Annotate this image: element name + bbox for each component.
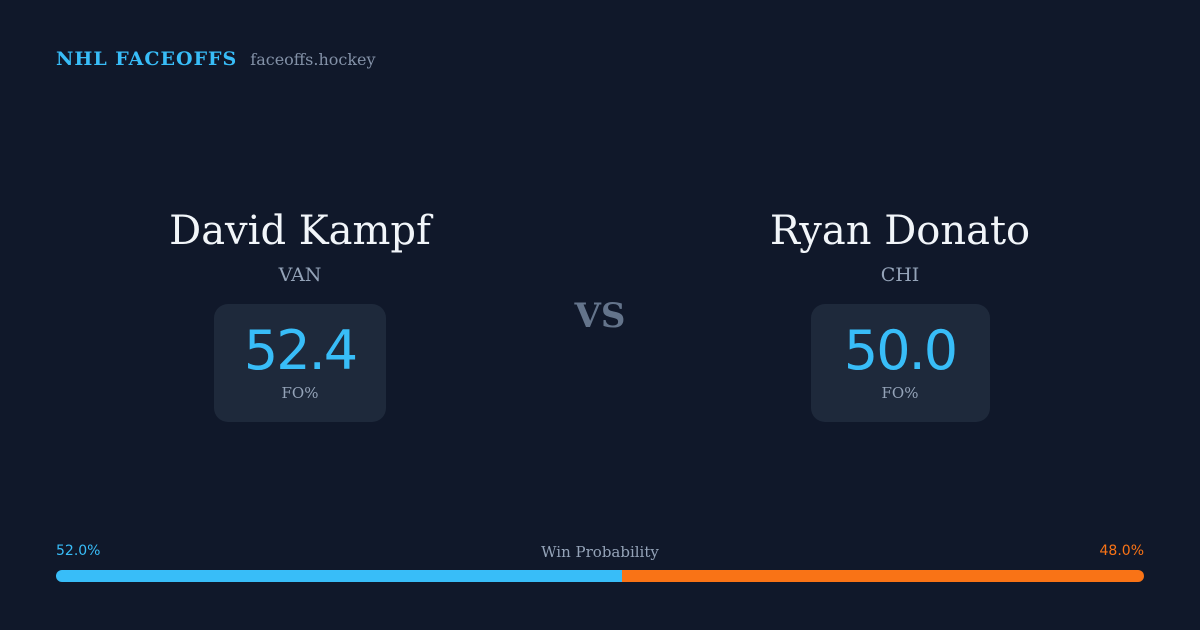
right-player-stat-label: FO% (881, 384, 919, 402)
win-probability-bar-right (621, 570, 1144, 582)
left-player-stat-card: 52.4 FO% (214, 304, 386, 422)
left-player-name: David Kampf (169, 208, 431, 254)
left-player-stat-label: FO% (281, 384, 319, 402)
right-player-panel: Ryan Donato CHI 50.0 FO% (690, 205, 1110, 422)
win-probability-title: Win Probability (541, 543, 659, 561)
right-player-team: CHI (880, 264, 920, 286)
left-player-fo-pct: 52.4 (243, 319, 358, 382)
win-probability-bar-left (56, 570, 622, 582)
left-win-probability: 52.0% (56, 543, 101, 559)
brand-name: NHL FACEOFFS (56, 48, 238, 70)
right-player-name: Ryan Donato (769, 208, 1031, 254)
right-player-stat-card: 50.0 FO% (810, 304, 990, 422)
left-player-team: VAN (278, 264, 322, 286)
versus-label: VS (574, 296, 626, 336)
brand-header: NHL FACEOFFS faceoffs.hockey (56, 48, 376, 70)
right-win-probability: 48.0% (1099, 543, 1144, 559)
win-probability-labels: 52.0% Win Probability 48.0% (56, 543, 1144, 563)
right-player-fo-pct: 50.0 (843, 319, 958, 382)
left-player-panel: David Kampf VAN 52.4 FO% (90, 205, 510, 422)
brand-site-url: faceoffs.hockey (250, 50, 376, 69)
win-probability-bar (56, 570, 1144, 582)
